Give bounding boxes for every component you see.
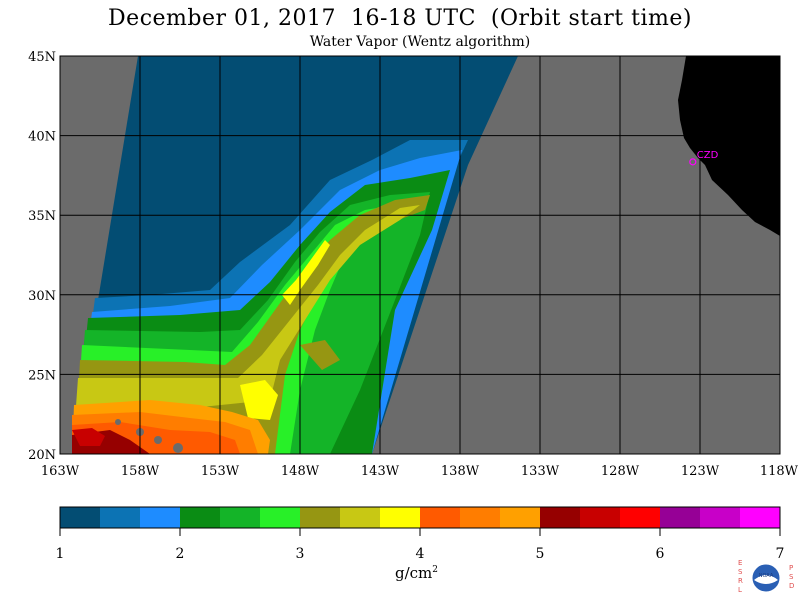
colorbar-segment-16 bbox=[700, 507, 741, 528]
land-california bbox=[678, 56, 780, 236]
map-frame bbox=[59, 55, 781, 455]
colorbar-segment-10 bbox=[460, 507, 501, 528]
swath-field bbox=[72, 56, 780, 454]
colorbar-segment-2 bbox=[140, 507, 181, 528]
colorbar-segment-8 bbox=[380, 507, 421, 528]
svg-text:D: D bbox=[789, 582, 794, 590]
psd-vertical-text: PSD bbox=[789, 564, 794, 590]
colorbar-tick-label-2: 2 bbox=[176, 546, 185, 562]
svg-text:NOAA: NOAA bbox=[759, 573, 774, 579]
hawaii-island-3 bbox=[154, 436, 162, 444]
colorbar-segment-7 bbox=[340, 507, 381, 528]
swath-yellow-green bbox=[75, 205, 420, 420]
svg-text:R: R bbox=[738, 577, 743, 585]
lon-label-138w: 138W bbox=[441, 464, 480, 479]
lat-label-40n: 40N bbox=[28, 130, 56, 145]
colorbar-tick-label-6: 6 bbox=[656, 546, 665, 562]
colorbar bbox=[59, 506, 781, 529]
station-dot bbox=[689, 158, 697, 166]
swath-yellow-streak bbox=[282, 240, 330, 305]
lat-label-20n: 20N bbox=[28, 448, 56, 463]
page-title: December 01, 2017 16-18 UTC (Orbit start… bbox=[108, 6, 692, 31]
svg-text:E: E bbox=[738, 559, 742, 567]
page-subtitle: Water Vapor (Wentz algorithm) bbox=[309, 34, 531, 50]
colorbar-segment-13 bbox=[580, 507, 621, 528]
colorbar-segment-17 bbox=[740, 507, 781, 528]
lon-label-163w: 163W bbox=[41, 464, 80, 479]
lon-label-143w: 143W bbox=[361, 464, 400, 479]
lon-label-158w: 158W bbox=[121, 464, 160, 479]
svg-text:S: S bbox=[738, 568, 743, 576]
colorbar-segment-1 bbox=[100, 507, 141, 528]
lon-label-133w: 133W bbox=[521, 464, 560, 479]
lat-label-45n: 45N bbox=[28, 50, 56, 65]
colorbar-segment-14 bbox=[620, 507, 661, 528]
colorbar-ticks: 1 2 3 4 5 6 7 bbox=[56, 528, 785, 562]
station-label: CZD bbox=[697, 150, 719, 161]
lat-label-30n: 30N bbox=[28, 289, 56, 304]
colorbar-segment-15 bbox=[660, 507, 701, 528]
colorbar-segment-9 bbox=[420, 507, 461, 528]
svg-text:L: L bbox=[738, 586, 742, 594]
hawaii-island-1 bbox=[115, 419, 121, 425]
lat-label-25n: 25N bbox=[28, 368, 56, 383]
colorbar-segment-6 bbox=[300, 507, 341, 528]
svg-text:S: S bbox=[789, 573, 794, 581]
longitude-labels: 163W 158W 153W 148W 143W 138W 133W 128W 123W 118W bbox=[41, 464, 799, 479]
colorbar-segment-4 bbox=[220, 507, 261, 528]
colorbar-tick-label-3: 3 bbox=[296, 546, 305, 562]
lon-label-128w: 128W bbox=[601, 464, 640, 479]
swath-olive-2 bbox=[300, 340, 340, 370]
colorbar-segment-0 bbox=[60, 507, 101, 528]
latitude-labels: 45N 40N 35N 30N 25N 20N bbox=[28, 50, 56, 463]
colorbar-unit: g/cm2 bbox=[395, 564, 439, 582]
swath-yellow bbox=[240, 380, 278, 420]
colorbar-segment-11 bbox=[500, 507, 541, 528]
lon-label-118w: 118W bbox=[760, 464, 799, 479]
colorbar-tick-label-1: 1 bbox=[56, 546, 65, 562]
swath-red bbox=[72, 428, 105, 446]
lon-label-123w: 123W bbox=[681, 464, 720, 479]
lat-label-35n: 35N bbox=[28, 209, 56, 224]
lon-label-153w: 153W bbox=[201, 464, 240, 479]
colorbar-segment-5 bbox=[260, 507, 301, 528]
colorbar-segment-3 bbox=[180, 507, 221, 528]
station-marker: CZD bbox=[689, 150, 719, 166]
hawaii-island-4 bbox=[173, 443, 183, 453]
svg-text:P: P bbox=[789, 564, 793, 572]
colorbar-tick-label-4: 4 bbox=[416, 546, 425, 562]
colorbar-tick-label-5: 5 bbox=[536, 546, 545, 562]
lon-label-148w: 148W bbox=[281, 464, 320, 479]
colorbar-tick-label-7: 7 bbox=[776, 546, 785, 562]
colorbar-segment-12 bbox=[540, 507, 581, 528]
